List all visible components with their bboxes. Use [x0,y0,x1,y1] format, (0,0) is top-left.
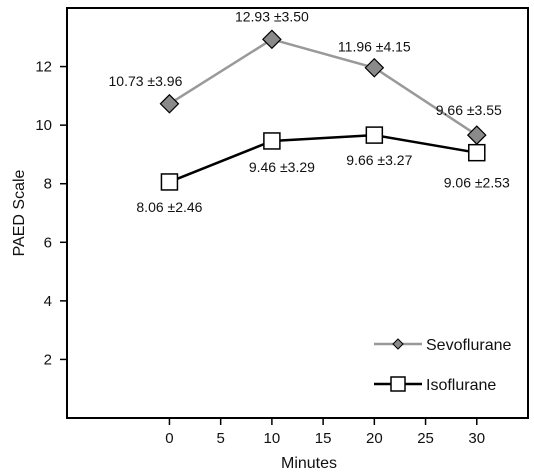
isoflurane-data-point [468,143,486,162]
series-layer [159,29,487,191]
axis-ticks: 0 5 10 15 20 25 30 2 4 6 8 10 12 [35,59,485,447]
sevoflurane-data-point [262,29,282,50]
isoflurane-data-point [263,132,281,150]
y-tick-label: 4 [44,293,52,310]
isoflurane-data-label: 8.06 ±2.46 [136,199,202,215]
sevoflurane-data-label: 11.96 ±4.15 [338,39,411,55]
sevoflurane-legend-label: Sevoflurane [426,337,511,354]
y-tick-label: 10 [35,117,52,134]
x-tick-label: 5 [216,430,224,447]
plot-frame [66,7,529,419]
y-tick-label: 6 [44,234,52,251]
isoflurane-data-point [365,126,384,144]
x-tick-label: 20 [366,430,383,447]
x-axis-title: Minutes [281,455,337,472]
isoflurane-legend-marker [390,376,406,392]
y-tick-label: 12 [35,59,52,76]
data-labels: 10.73 ±3.96 12.93 ±3.50 11.96 ±4.15 9.66 ±3… [109,8,511,215]
sevoflurane-legend-marker [392,338,404,350]
isoflurane-legend-label: Isoflurane [426,377,496,394]
sevoflurane-data-label: 9.66 ±3.55 [436,102,502,118]
isoflurane-series-line [168,133,477,184]
sevoflurane-data-label: 12.93 ±3.50 [235,8,309,24]
y-axis-title: PAED Scale [11,169,28,256]
isoflurane-data-label: 9.06 ±2.53 [444,175,510,191]
isoflurane-data-label: 9.66 ±3.27 [346,152,412,168]
y-tick-label: 8 [44,176,52,193]
isoflurane-data-point [160,173,179,191]
y-tick-label: 2 [44,351,52,368]
x-tick-label: 30 [468,430,485,447]
x-tick-label: 15 [315,430,332,447]
isoflurane-data-label: 9.46 ±3.29 [249,159,315,175]
legend: Sevoflurane Isoflurane [374,337,511,394]
x-tick-label: 25 [417,430,434,447]
sevoflurane-data-point [159,93,180,114]
x-tick-label: 10 [264,430,281,447]
x-tick-label: 0 [165,430,173,447]
sevoflurane-data-point [466,125,487,145]
sevoflurane-data-label: 10.73 ±3.96 [109,73,183,89]
sevoflurane-series-line [168,37,478,137]
sevoflurane-data-point [364,57,385,78]
